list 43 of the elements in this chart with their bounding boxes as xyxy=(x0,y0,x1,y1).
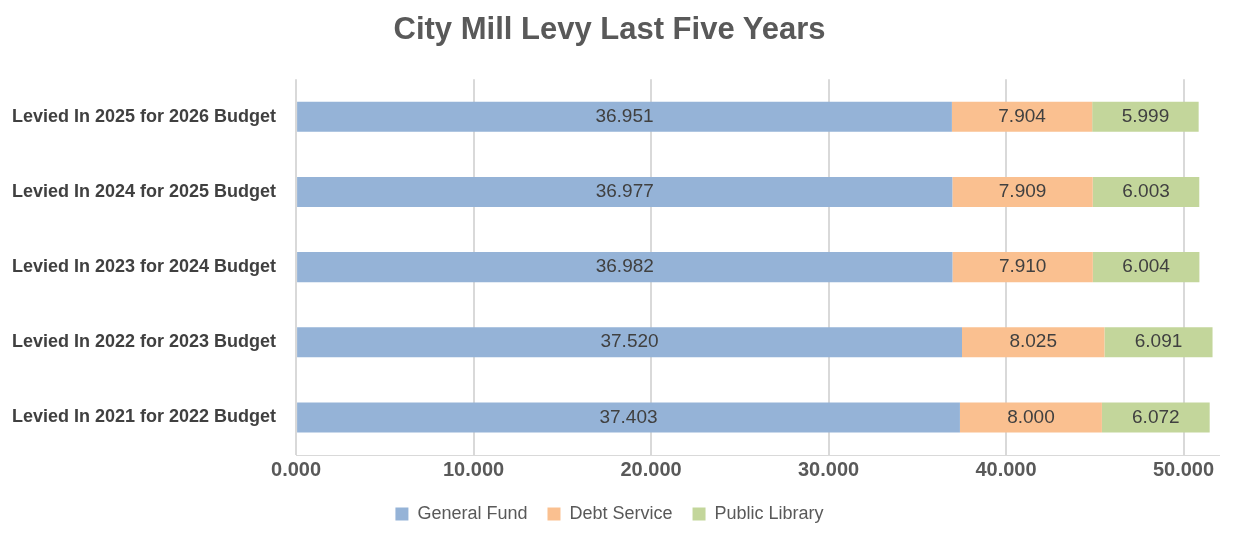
data-label: 7.909 xyxy=(998,180,1047,202)
y-tick-label: Levied In 2023 for 2024 Budget xyxy=(12,256,277,277)
legend-label: General Fund xyxy=(417,502,528,523)
bar xyxy=(297,402,960,433)
chart-title: City Mill Levy Last Five Years xyxy=(393,11,826,47)
data-label: 7.910 xyxy=(998,255,1047,277)
bar xyxy=(1104,327,1213,358)
bar xyxy=(297,252,953,283)
data-label: 6.004 xyxy=(1122,255,1171,277)
x-tick-label: 30.000 xyxy=(797,457,860,480)
y-tick-label: Levied In 2024 for 2025 Budget xyxy=(12,180,277,201)
legend-label: Debt Service xyxy=(569,502,673,523)
x-tick-label: 40.000 xyxy=(975,457,1037,480)
bar xyxy=(962,327,1105,358)
y-tick-label: Levied In 2025 for 2026 Budget xyxy=(12,105,277,126)
bar xyxy=(952,176,1093,207)
x-tick-label: 10.000 xyxy=(442,457,505,480)
data-label: 8.000 xyxy=(1007,405,1055,427)
data-label: 7.904 xyxy=(998,105,1047,127)
x-tick-label: 20.000 xyxy=(620,457,682,480)
y-tick-label: Levied In 2021 for 2022 Budget xyxy=(12,406,277,427)
bar xyxy=(951,101,1093,132)
data-label: 6.072 xyxy=(1132,405,1180,427)
bar xyxy=(297,327,963,358)
bar xyxy=(952,252,1093,283)
data-label: 6.003 xyxy=(1122,180,1170,202)
bar xyxy=(959,402,1102,433)
legend-label: Public Library xyxy=(714,502,824,523)
x-tick-label: 0.000 xyxy=(271,457,322,480)
bar xyxy=(297,101,952,132)
data-label: 5.999 xyxy=(1121,105,1170,127)
data-label: 8.025 xyxy=(1009,330,1057,352)
data-label: 6.091 xyxy=(1134,330,1183,352)
y-tick-label: Levied In 2022 for 2023 Budget xyxy=(12,331,277,352)
bar xyxy=(1101,402,1210,433)
data-label: 36.951 xyxy=(595,105,654,127)
bar xyxy=(297,176,953,207)
data-label: 36.982 xyxy=(595,255,654,277)
bar xyxy=(1092,101,1199,132)
data-label: 37.403 xyxy=(599,405,658,427)
x-tick-label: 50.000 xyxy=(1152,457,1215,480)
data-label: 37.520 xyxy=(600,330,659,352)
data-label: 36.977 xyxy=(595,180,654,202)
